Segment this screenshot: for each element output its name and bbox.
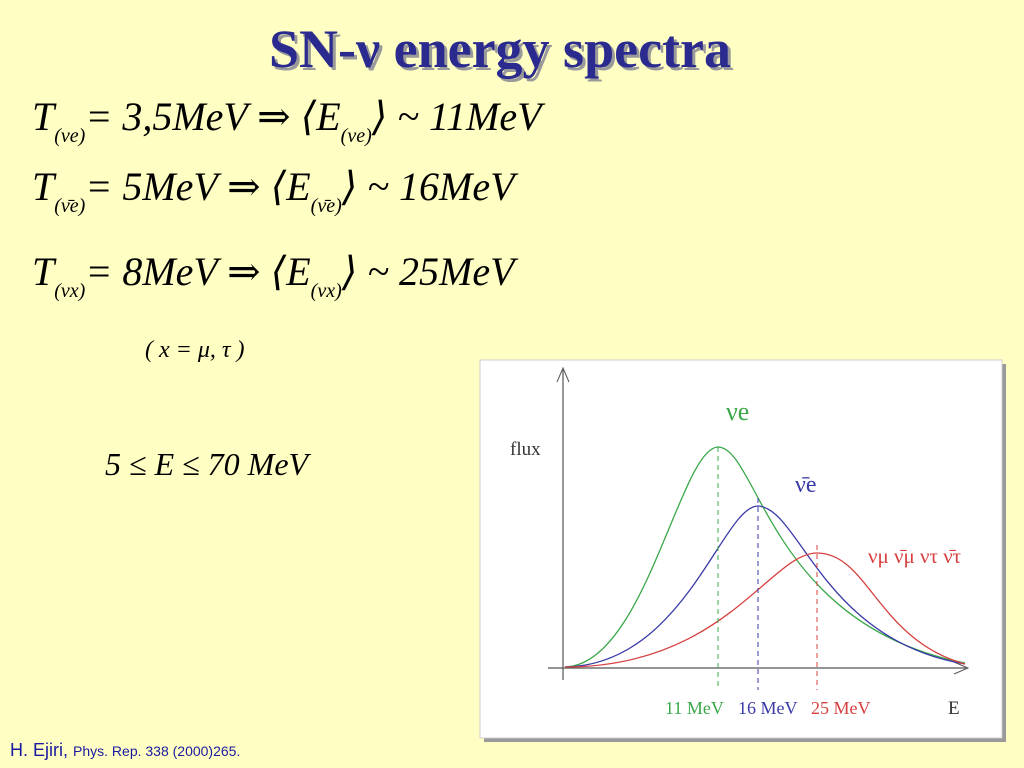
- citation-reference: Phys. Rep. 338 (2000)265.: [73, 743, 240, 759]
- equation-mid: = 8MeV ⇒ ⟨E: [85, 249, 310, 294]
- equation-rhs: ⟩ ~ 25MeV: [341, 249, 519, 294]
- equation-lhs-sub: (ν̄e): [54, 195, 85, 217]
- title: SN-ν energy spectra: [269, 19, 731, 79]
- equation-mid-sub: (νx): [311, 280, 342, 302]
- equation-mid-sub: (ν̄e): [311, 195, 342, 217]
- flavors-note: ( x = μ, τ ): [145, 337, 244, 363]
- equation: T(νx)= 8MeV ⇒ ⟨E(νx)⟩ ~ 25MeV: [32, 249, 519, 302]
- curve-label: νe: [726, 397, 749, 426]
- equation-lhs: T: [32, 164, 57, 209]
- equation-lhs: T: [32, 249, 57, 294]
- equation-mid: = 3,5MeV ⇒ ⟨E: [85, 94, 340, 139]
- citation-author: H. Ejiri,: [10, 740, 68, 760]
- figure: flux E νe ν̄e νμ ν̄μ ντ ν̄τ 11 MeV 16 Me…: [479, 359, 1006, 742]
- equation-rhs: ⟩ ~ 11MeV: [371, 94, 546, 139]
- x-arrow: [953, 661, 970, 675]
- equation-mid-sub: (νe): [341, 125, 372, 147]
- curve-nux: [564, 552, 966, 668]
- peak-label: 11 MeV: [665, 698, 724, 718]
- peak-label: 25 MeV: [811, 698, 871, 718]
- equation-lhs-sub: (νx): [54, 280, 85, 302]
- energy-range: 5 ≤ E ≤ 70 MeV: [105, 446, 312, 482]
- equation-rhs: ⟩ ~ 16MeV: [341, 164, 519, 209]
- equation: T(νe)= 3,5MeV ⇒ ⟨E(νe)⟩ ~ 11MeV: [32, 94, 546, 147]
- peak-label: 16 MeV: [738, 698, 798, 718]
- curve-anti-nue: [564, 505, 966, 668]
- curve-label: ν̄e: [795, 472, 817, 498]
- figure-panel: [479, 359, 1003, 739]
- equation-lhs: T: [32, 94, 57, 139]
- y-arrow: [556, 366, 570, 383]
- title-shadow: SN-ν energy spectra: [272, 22, 734, 82]
- curve-label: νμ ν̄μ ντ ν̄τ: [868, 544, 961, 568]
- equation-lhs-sub: (νe): [54, 125, 85, 147]
- x-label: E: [948, 698, 960, 719]
- citation: H. Ejiri, Phys. Rep. 338 (2000)265.: [10, 740, 240, 760]
- equation-mid: = 5MeV ⇒ ⟨E: [85, 164, 310, 209]
- equation: T(ν̄e)= 5MeV ⇒ ⟨E(ν̄e)⟩ ~ 16MeV: [32, 164, 519, 217]
- y-label: flux: [510, 439, 541, 460]
